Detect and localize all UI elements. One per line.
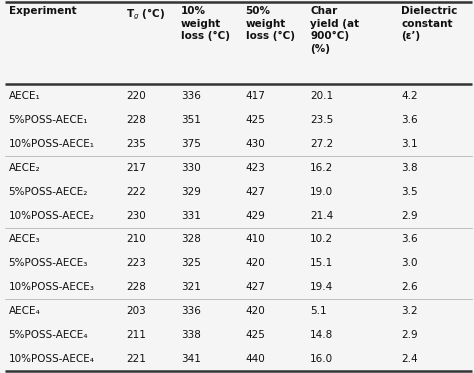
Text: 223: 223 — [126, 258, 146, 269]
Text: Experiment: Experiment — [9, 6, 76, 16]
Text: 10%POSS-AECE₁: 10%POSS-AECE₁ — [9, 139, 94, 149]
Text: 2.9: 2.9 — [401, 330, 418, 340]
Text: 2.6: 2.6 — [401, 282, 418, 292]
Text: 222: 222 — [126, 186, 146, 197]
Text: 420: 420 — [246, 258, 265, 269]
Text: 10%
weight
loss (°C): 10% weight loss (°C) — [181, 6, 230, 41]
Text: 4.2: 4.2 — [401, 91, 418, 101]
Text: 23.5: 23.5 — [310, 115, 334, 125]
Text: 235: 235 — [126, 139, 146, 149]
Text: 351: 351 — [181, 115, 201, 125]
Text: 328: 328 — [181, 235, 201, 244]
Text: 15.1: 15.1 — [310, 258, 334, 269]
Text: Char
yield (at
900°C)
(%): Char yield (at 900°C) (%) — [310, 6, 359, 54]
Text: 10%POSS-AECE₃: 10%POSS-AECE₃ — [9, 282, 94, 292]
Text: 336: 336 — [181, 91, 201, 101]
Text: 341: 341 — [181, 354, 201, 364]
Text: T$_g$ (°C): T$_g$ (°C) — [126, 6, 165, 22]
Text: 3.5: 3.5 — [401, 186, 418, 197]
Text: 3.6: 3.6 — [401, 235, 418, 244]
Text: 375: 375 — [181, 139, 201, 149]
Text: 440: 440 — [246, 354, 265, 364]
Text: 221: 221 — [126, 354, 146, 364]
Text: 5%POSS-AECE₃: 5%POSS-AECE₃ — [9, 258, 88, 269]
Text: 230: 230 — [126, 211, 146, 220]
Text: 3.1: 3.1 — [401, 139, 418, 149]
Text: 5%POSS-AECE₁: 5%POSS-AECE₁ — [9, 115, 88, 125]
Text: 3.8: 3.8 — [401, 163, 418, 173]
Text: 2.9: 2.9 — [401, 211, 418, 220]
Text: 228: 228 — [126, 115, 146, 125]
Text: 321: 321 — [181, 282, 201, 292]
Text: AECE₃: AECE₃ — [9, 235, 40, 244]
Text: 417: 417 — [246, 91, 265, 101]
Text: 425: 425 — [246, 115, 265, 125]
Text: 420: 420 — [246, 306, 265, 316]
Text: 2.4: 2.4 — [401, 354, 418, 364]
Text: Dielectric
constant
(ε’): Dielectric constant (ε’) — [401, 6, 457, 41]
Text: AECE₁: AECE₁ — [9, 91, 40, 101]
Text: 21.4: 21.4 — [310, 211, 334, 220]
Text: 423: 423 — [246, 163, 265, 173]
Text: 427: 427 — [246, 282, 265, 292]
Text: 220: 220 — [126, 91, 146, 101]
Text: 228: 228 — [126, 282, 146, 292]
Text: 338: 338 — [181, 330, 201, 340]
Text: 429: 429 — [246, 211, 265, 220]
Text: 410: 410 — [246, 235, 265, 244]
Text: 19.0: 19.0 — [310, 186, 333, 197]
Text: 19.4: 19.4 — [310, 282, 334, 292]
Text: 427: 427 — [246, 186, 265, 197]
Text: 3.6: 3.6 — [401, 115, 418, 125]
Text: 20.1: 20.1 — [310, 91, 333, 101]
Text: 16.0: 16.0 — [310, 354, 333, 364]
Text: 5%POSS-AECE₂: 5%POSS-AECE₂ — [9, 186, 88, 197]
Text: 10%POSS-AECE₄: 10%POSS-AECE₄ — [9, 354, 94, 364]
Text: 3.0: 3.0 — [401, 258, 418, 269]
Text: 5%POSS-AECE₄: 5%POSS-AECE₄ — [9, 330, 88, 340]
Text: 325: 325 — [181, 258, 201, 269]
Text: 3.2: 3.2 — [401, 306, 418, 316]
Text: 5.1: 5.1 — [310, 306, 327, 316]
Text: 210: 210 — [126, 235, 146, 244]
Text: 425: 425 — [246, 330, 265, 340]
Text: 27.2: 27.2 — [310, 139, 334, 149]
Text: 14.8: 14.8 — [310, 330, 334, 340]
Text: 430: 430 — [246, 139, 265, 149]
Text: 10.2: 10.2 — [310, 235, 333, 244]
Text: 330: 330 — [181, 163, 201, 173]
Text: AECE₄: AECE₄ — [9, 306, 40, 316]
Text: AECE₂: AECE₂ — [9, 163, 40, 173]
Text: 336: 336 — [181, 306, 201, 316]
Text: 10%POSS-AECE₂: 10%POSS-AECE₂ — [9, 211, 94, 220]
Text: 203: 203 — [126, 306, 146, 316]
Text: 331: 331 — [181, 211, 201, 220]
Text: 50%
weight
loss (°C): 50% weight loss (°C) — [246, 6, 294, 41]
Text: 329: 329 — [181, 186, 201, 197]
Text: 16.2: 16.2 — [310, 163, 334, 173]
Text: 211: 211 — [126, 330, 146, 340]
Text: 217: 217 — [126, 163, 146, 173]
